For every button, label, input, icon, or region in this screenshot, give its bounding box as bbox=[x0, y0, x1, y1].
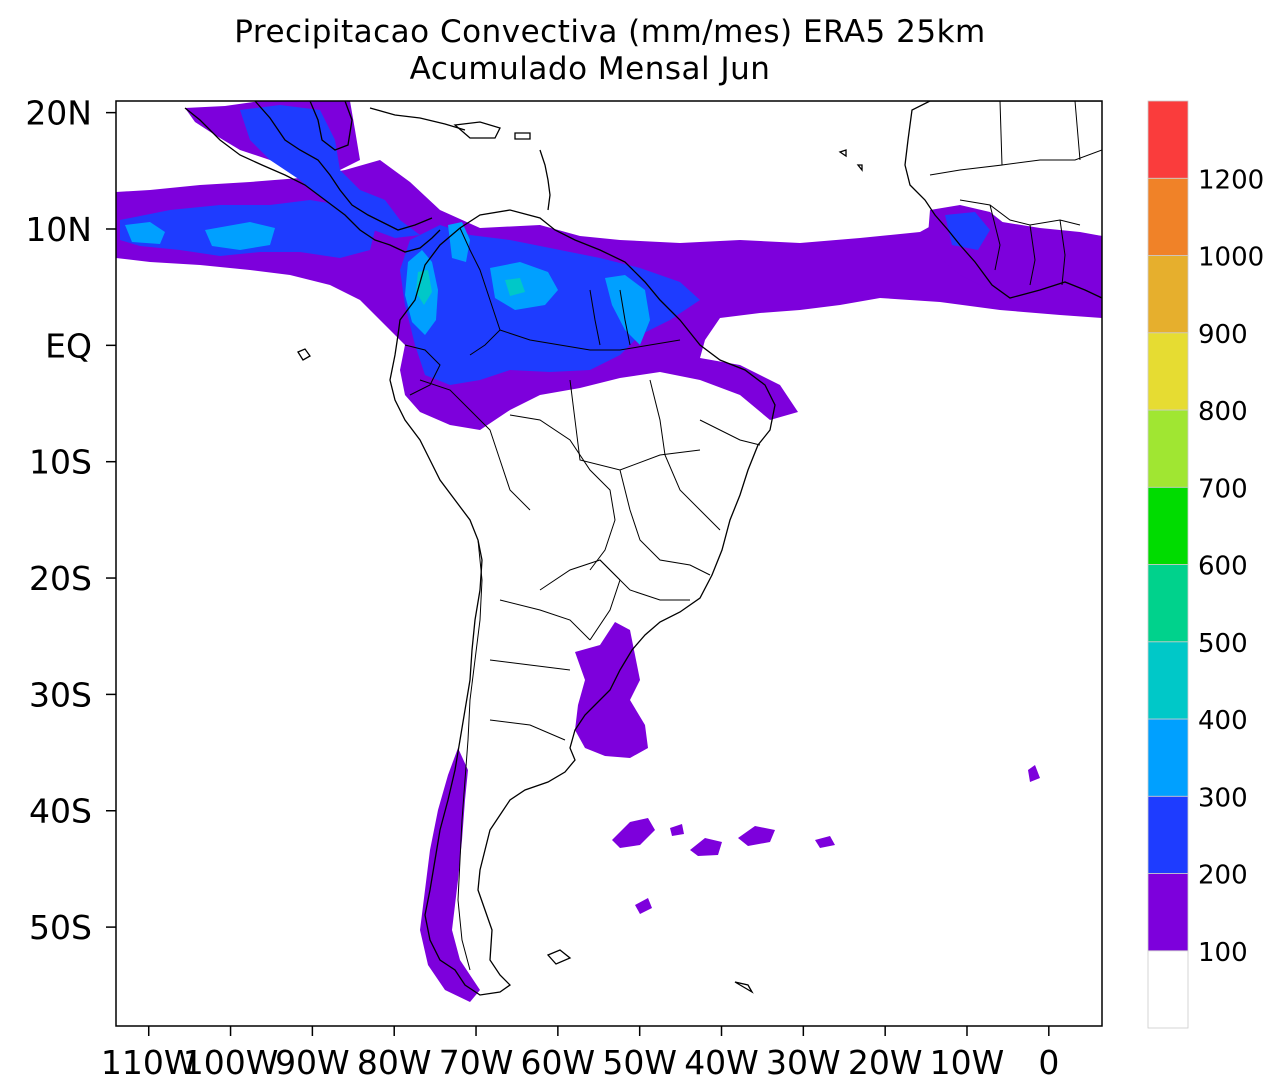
precip-region-atlantic-blob-2 bbox=[690, 838, 722, 856]
precip-region-central-america-200 bbox=[240, 105, 420, 238]
country-borders bbox=[404, 101, 1102, 971]
precip-region-guianas-300 bbox=[605, 275, 650, 345]
precip-region-core-400 bbox=[416, 270, 432, 305]
colorbar-swatch bbox=[1147, 332, 1189, 411]
coastline-africa bbox=[904, 101, 1102, 299]
colorbar-swatch bbox=[1147, 177, 1189, 256]
colorbar-label: 300 bbox=[1198, 783, 1248, 813]
y-tick-label: 50S bbox=[29, 908, 92, 947]
colorbar: 100 200 300 400 500 600 700 800 900 1000 1200 bbox=[1147, 100, 1264, 1029]
x-tick-label: 90W bbox=[275, 1043, 350, 1080]
precip-region-south-brazil-100 bbox=[575, 622, 648, 758]
coastline-central-america-caribbean bbox=[254, 101, 433, 231]
coastline-cape-verde bbox=[838, 149, 863, 172]
colorbar-label: 500 bbox=[1198, 629, 1248, 659]
colorbar-swatch bbox=[1147, 950, 1189, 1029]
y-tick-label: 10S bbox=[29, 443, 92, 482]
colorbar-label: 200 bbox=[1198, 861, 1248, 891]
y-tick-label: 20S bbox=[29, 559, 92, 598]
precip-region-atlantic-blob-3 bbox=[738, 826, 775, 846]
y-tick-label: 20N bbox=[25, 94, 92, 133]
coastline-south-georgia bbox=[734, 981, 754, 994]
colorbar-label: 600 bbox=[1198, 552, 1248, 582]
y-tick-label: EQ bbox=[45, 326, 92, 365]
colorbar-swatch bbox=[1147, 409, 1189, 488]
coastlines bbox=[184, 101, 1102, 996]
map-subtitle: Acumulado Mensal Jun bbox=[410, 51, 771, 87]
coastline-yucatan bbox=[309, 101, 353, 151]
colorbar-swatch bbox=[1147, 795, 1189, 874]
border-ecuador bbox=[404, 344, 441, 396]
y-axis: 20N 10N EQ 10S 20S 30S 40S 50S bbox=[25, 94, 116, 947]
border-argentina-chile bbox=[457, 539, 483, 971]
border-brazil-bolivia bbox=[509, 414, 616, 571]
precip-region-atlantic-blob-7 bbox=[670, 824, 684, 836]
map-title: Precipitacao Convectiva (mm/mes) ERA5 25… bbox=[234, 14, 985, 50]
map-frame bbox=[115, 100, 1103, 1027]
border-brazil-states-4 bbox=[599, 559, 690, 601]
colorbar-label: 800 bbox=[1198, 397, 1248, 427]
colorbar-swatch bbox=[1147, 486, 1189, 565]
colorbar-swatch bbox=[1147, 255, 1189, 334]
precip-region-atlantic-blob-6 bbox=[1028, 765, 1040, 782]
border-africa-north bbox=[929, 101, 1102, 176]
colorbar-label: 900 bbox=[1198, 320, 1248, 350]
coastline-puerto-rico bbox=[514, 132, 531, 140]
colorbar-label: 1000 bbox=[1198, 243, 1264, 273]
x-tick-label: 100W bbox=[183, 1043, 279, 1080]
border-brazil-states-2 bbox=[649, 379, 721, 531]
border-brazil-states-5 bbox=[699, 419, 761, 446]
x-tick-label: 30W bbox=[766, 1043, 841, 1080]
coastline-falklands bbox=[546, 949, 572, 965]
map-plot-area bbox=[116, 101, 1102, 1026]
coastline-galapagos bbox=[297, 348, 311, 361]
colorbar-swatch bbox=[1147, 564, 1189, 643]
precip-region-atlantic-blob-5 bbox=[635, 898, 652, 914]
colorbar-swatch bbox=[1147, 718, 1189, 797]
border-brazil-states-1 bbox=[569, 379, 701, 471]
colorbar-label: 1200 bbox=[1198, 165, 1264, 195]
precip-region-atlantic-blob-4 bbox=[815, 836, 835, 848]
precip-region-core-400b bbox=[505, 278, 525, 296]
x-tick-label: 10W bbox=[930, 1043, 1005, 1080]
colorbar-label: 700 bbox=[1198, 474, 1248, 504]
colorbar-swatch bbox=[1147, 873, 1189, 952]
x-tick-label: 110W bbox=[101, 1043, 197, 1080]
coastline-central-america bbox=[184, 107, 441, 253]
precip-region-pacific-300 bbox=[205, 222, 275, 250]
colorbar-swatch bbox=[1147, 641, 1189, 720]
x-tick-label: 40W bbox=[684, 1043, 759, 1080]
colorbar-label: 400 bbox=[1198, 706, 1248, 736]
x-tick-label: 60W bbox=[521, 1043, 596, 1080]
border-amazon-north bbox=[499, 329, 681, 351]
y-tick-label: 10N bbox=[25, 210, 92, 249]
border-brazil-states-3 bbox=[619, 469, 711, 576]
x-tick-label: 50W bbox=[602, 1043, 677, 1080]
coastline-lesser-antilles bbox=[539, 149, 551, 211]
x-tick-label: 20W bbox=[848, 1043, 923, 1080]
coastline-hispaniola bbox=[453, 121, 501, 139]
x-tick-label: 70W bbox=[439, 1043, 514, 1080]
precip-region-venezuela-300 bbox=[490, 262, 558, 310]
colorbar-label: 100 bbox=[1198, 938, 1248, 968]
precip-region-colombia-inland-300 bbox=[448, 222, 470, 262]
border-argentina-provinces bbox=[489, 599, 591, 741]
x-tick-label: 0 bbox=[1038, 1043, 1059, 1080]
border-africa-west bbox=[959, 199, 1081, 286]
border-guianas bbox=[589, 289, 631, 346]
x-tick-label: 80W bbox=[357, 1043, 432, 1080]
coastline-cuba bbox=[369, 107, 466, 131]
precip-region-chile-100 bbox=[420, 748, 480, 1002]
precip-region-atlantic-blob-1 bbox=[612, 818, 655, 848]
coastline-south-america bbox=[389, 209, 776, 996]
precip-region-pacific-west-300 bbox=[125, 222, 165, 244]
colorbar-swatch bbox=[1147, 100, 1189, 179]
border-colombia-venezuela bbox=[459, 227, 501, 356]
precip-region-sa-north-200 bbox=[400, 225, 700, 385]
y-tick-label: 40S bbox=[29, 792, 92, 831]
y-tick-label: 30S bbox=[29, 675, 92, 714]
border-peru-brazil bbox=[419, 379, 531, 511]
